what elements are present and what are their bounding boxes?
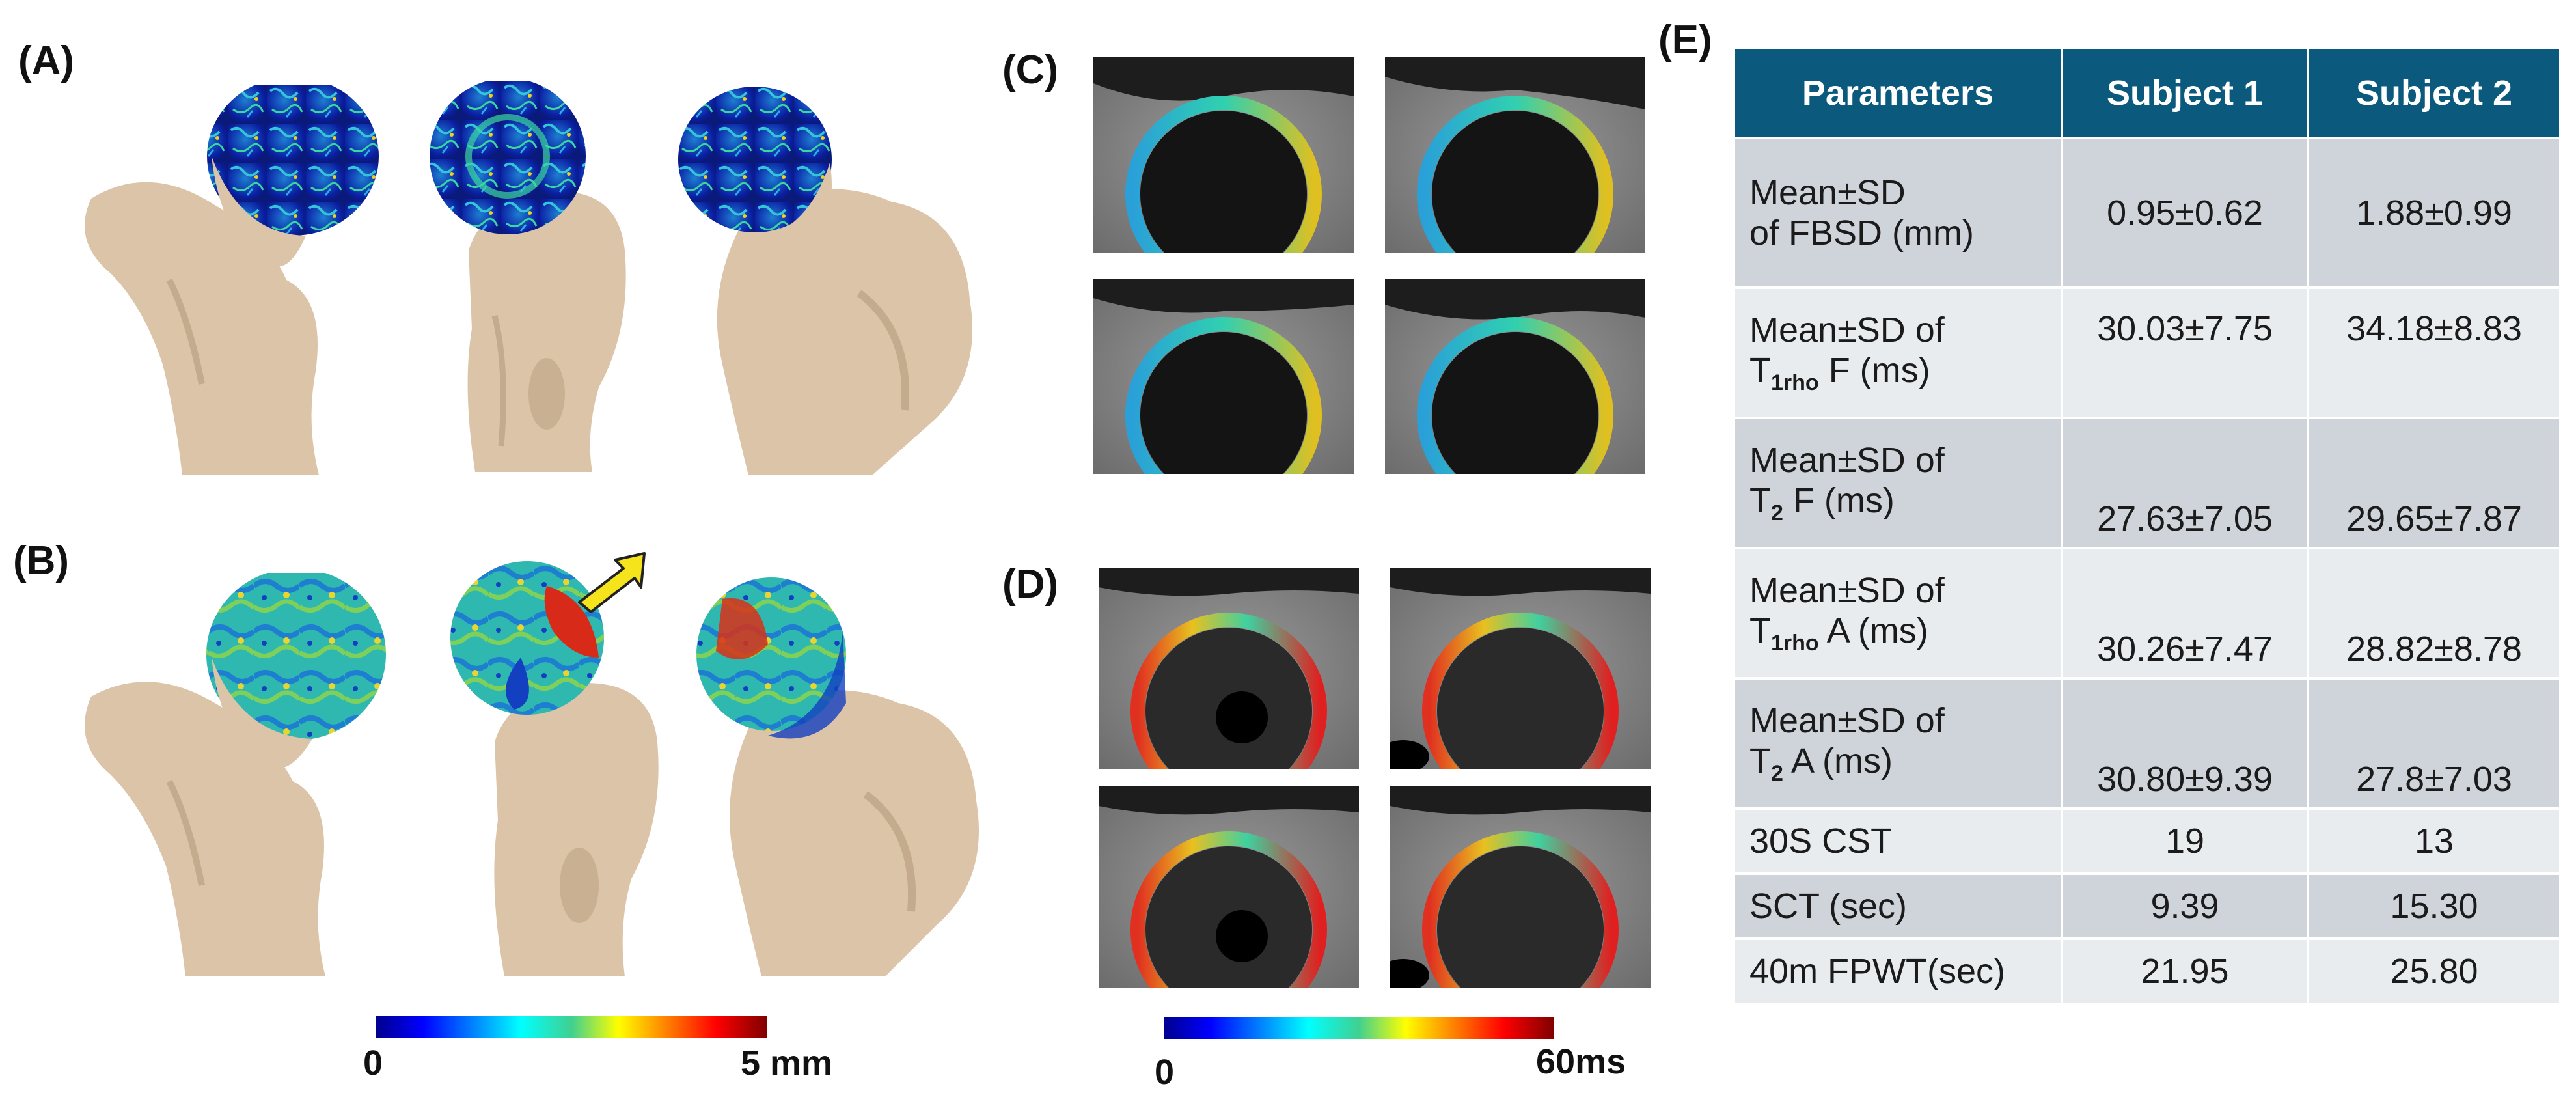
param-line1: Mean±SD of <box>1749 441 1945 480</box>
colorbar-mm <box>376 1016 767 1038</box>
subject-2-cell: 27.8±7.03 <box>2307 677 2562 810</box>
header-subject-1: Subject 1 <box>2061 47 2309 139</box>
param-symbol: T <box>1749 351 1771 391</box>
panel-label-a: (A) <box>18 38 75 83</box>
subject-1-cell: 30.80±9.39 <box>2061 677 2309 810</box>
param-subscript: 2 <box>1771 760 1783 786</box>
subject-1-cell: 19 <box>2061 807 2309 875</box>
subject-1-cell: 9.39 <box>2061 872 2309 940</box>
param-line2: of FBSD (mm) <box>1749 214 1974 253</box>
param-suffix: A (ms) <box>1783 741 1893 781</box>
mri-d-3 <box>1099 786 1359 988</box>
header-subject-2: Subject 2 <box>2307 47 2562 139</box>
param-line2: T1rho A (ms) <box>1749 611 2046 656</box>
femur-a-middle <box>430 81 626 472</box>
table-row: Mean±SD of T1rho F (ms) 30.03±7.75 34.18… <box>1733 286 2562 419</box>
header-parameters: Parameters <box>1733 47 2063 139</box>
param-symbol: T <box>1749 481 1771 521</box>
parameters-table: Parameters Subject 1 Subject 2 Mean±SD o… <box>1733 47 2562 1005</box>
table-row: Mean±SD of T2 A (ms) 30.80±9.39 27.8±7.0… <box>1733 677 2562 810</box>
param-cell: Mean±SD of T2 F (ms) <box>1733 417 2063 549</box>
subject-1-cell: 30.26±7.47 <box>2061 547 2309 680</box>
param-cell: Mean±SD of T1rho F (ms) <box>1733 286 2063 419</box>
table-row: 30S CST 19 13 <box>1733 807 2562 875</box>
subject-2-cell: 28.82±8.78 <box>2307 547 2562 680</box>
mri-d-2 <box>1390 568 1651 769</box>
panel-label-e: (E) <box>1658 18 1712 62</box>
mri-c-2 <box>1385 57 1645 253</box>
param-suffix: F (ms) <box>1818 351 1930 391</box>
femur-a-right <box>678 87 972 475</box>
param-subscript: 2 <box>1771 500 1783 525</box>
table-row: SCT (sec) 9.39 15.30 <box>1733 872 2562 940</box>
table-header-row: Parameters Subject 1 Subject 2 <box>1733 47 2562 139</box>
femur-b-left <box>85 573 386 976</box>
param-suffix: A (ms) <box>1818 611 1928 651</box>
param-subscript: 1rho <box>1771 370 1819 395</box>
table-row: 40m FPWT(sec) 21.95 25.80 <box>1733 937 2562 1005</box>
table-row: Mean±SD of FBSD (mm) 0.95±0.62 1.88±0.99 <box>1733 137 2562 289</box>
param-line2: T2 F (ms) <box>1749 480 2046 526</box>
param-line1: Mean±SD of <box>1749 311 1945 350</box>
subject-2-cell: 15.30 <box>2307 872 2562 940</box>
colorbar-ms-min: 0 <box>1155 1053 1175 1092</box>
param-cell: Mean±SD of T2 A (ms) <box>1733 677 2063 810</box>
subject-2-cell: 1.88±0.99 <box>2307 137 2562 289</box>
param-symbol: T <box>1749 611 1771 651</box>
colorbar-ms-max: 60ms <box>1536 1042 1626 1081</box>
subject-1-cell: 27.63±7.05 <box>2061 417 2309 549</box>
colorbar-mm-max: 5 mm <box>741 1044 833 1083</box>
subject-1-cell: 0.95±0.62 <box>2061 137 2309 289</box>
param-line1: Mean±SD of <box>1749 571 1945 611</box>
param-line1: Mean±SD of <box>1749 701 1945 741</box>
mri-d-1 <box>1099 568 1359 769</box>
panel-label-b: (B) <box>13 538 70 583</box>
panel-label-c: (C) <box>1002 48 1059 92</box>
femur-a-left <box>85 85 379 475</box>
subject-2-cell: 29.65±7.87 <box>2307 417 2562 549</box>
param-subscript: 1rho <box>1771 630 1819 656</box>
subject-2-cell: 34.18±8.83 <box>2307 286 2562 419</box>
mri-c-1 <box>1093 57 1354 253</box>
colorbar-ms <box>1164 1017 1554 1039</box>
mri-c-4 <box>1385 279 1645 474</box>
mri-d-4 <box>1390 786 1651 988</box>
table-row: Mean±SD of T1rho A (ms) 30.26±7.47 28.82… <box>1733 547 2562 680</box>
mri-c-3 <box>1093 279 1354 474</box>
param-suffix: F (ms) <box>1783 481 1895 521</box>
subject-1-cell: 21.95 <box>2061 937 2309 1005</box>
subject-2-cell: 13 <box>2307 807 2562 875</box>
arrow-icon <box>578 552 646 613</box>
param-line2: T1rho F (ms) <box>1749 350 2046 396</box>
param-symbol: T <box>1749 741 1771 781</box>
param-cell: Mean±SD of T1rho A (ms) <box>1733 547 2063 680</box>
param-cell: Mean±SD of FBSD (mm) <box>1733 137 2063 289</box>
table-row: Mean±SD of T2 F (ms) 27.63±7.05 29.65±7.… <box>1733 417 2562 549</box>
param-line2: T2 A (ms) <box>1749 741 2046 786</box>
femur-b-right <box>696 577 979 976</box>
subject-2-cell: 25.80 <box>2307 937 2562 1005</box>
param-line1: Mean±SD <box>1749 173 1906 212</box>
subject-1-cell: 30.03±7.75 <box>2061 286 2309 419</box>
panel-label-d: (D) <box>1002 562 1059 607</box>
colorbar-mm-min: 0 <box>363 1044 383 1083</box>
param-cell: 30S CST <box>1733 807 2063 875</box>
femur-b-middle <box>450 561 659 976</box>
param-cell: SCT (sec) <box>1733 872 2063 940</box>
param-cell: 40m FPWT(sec) <box>1733 937 2063 1005</box>
